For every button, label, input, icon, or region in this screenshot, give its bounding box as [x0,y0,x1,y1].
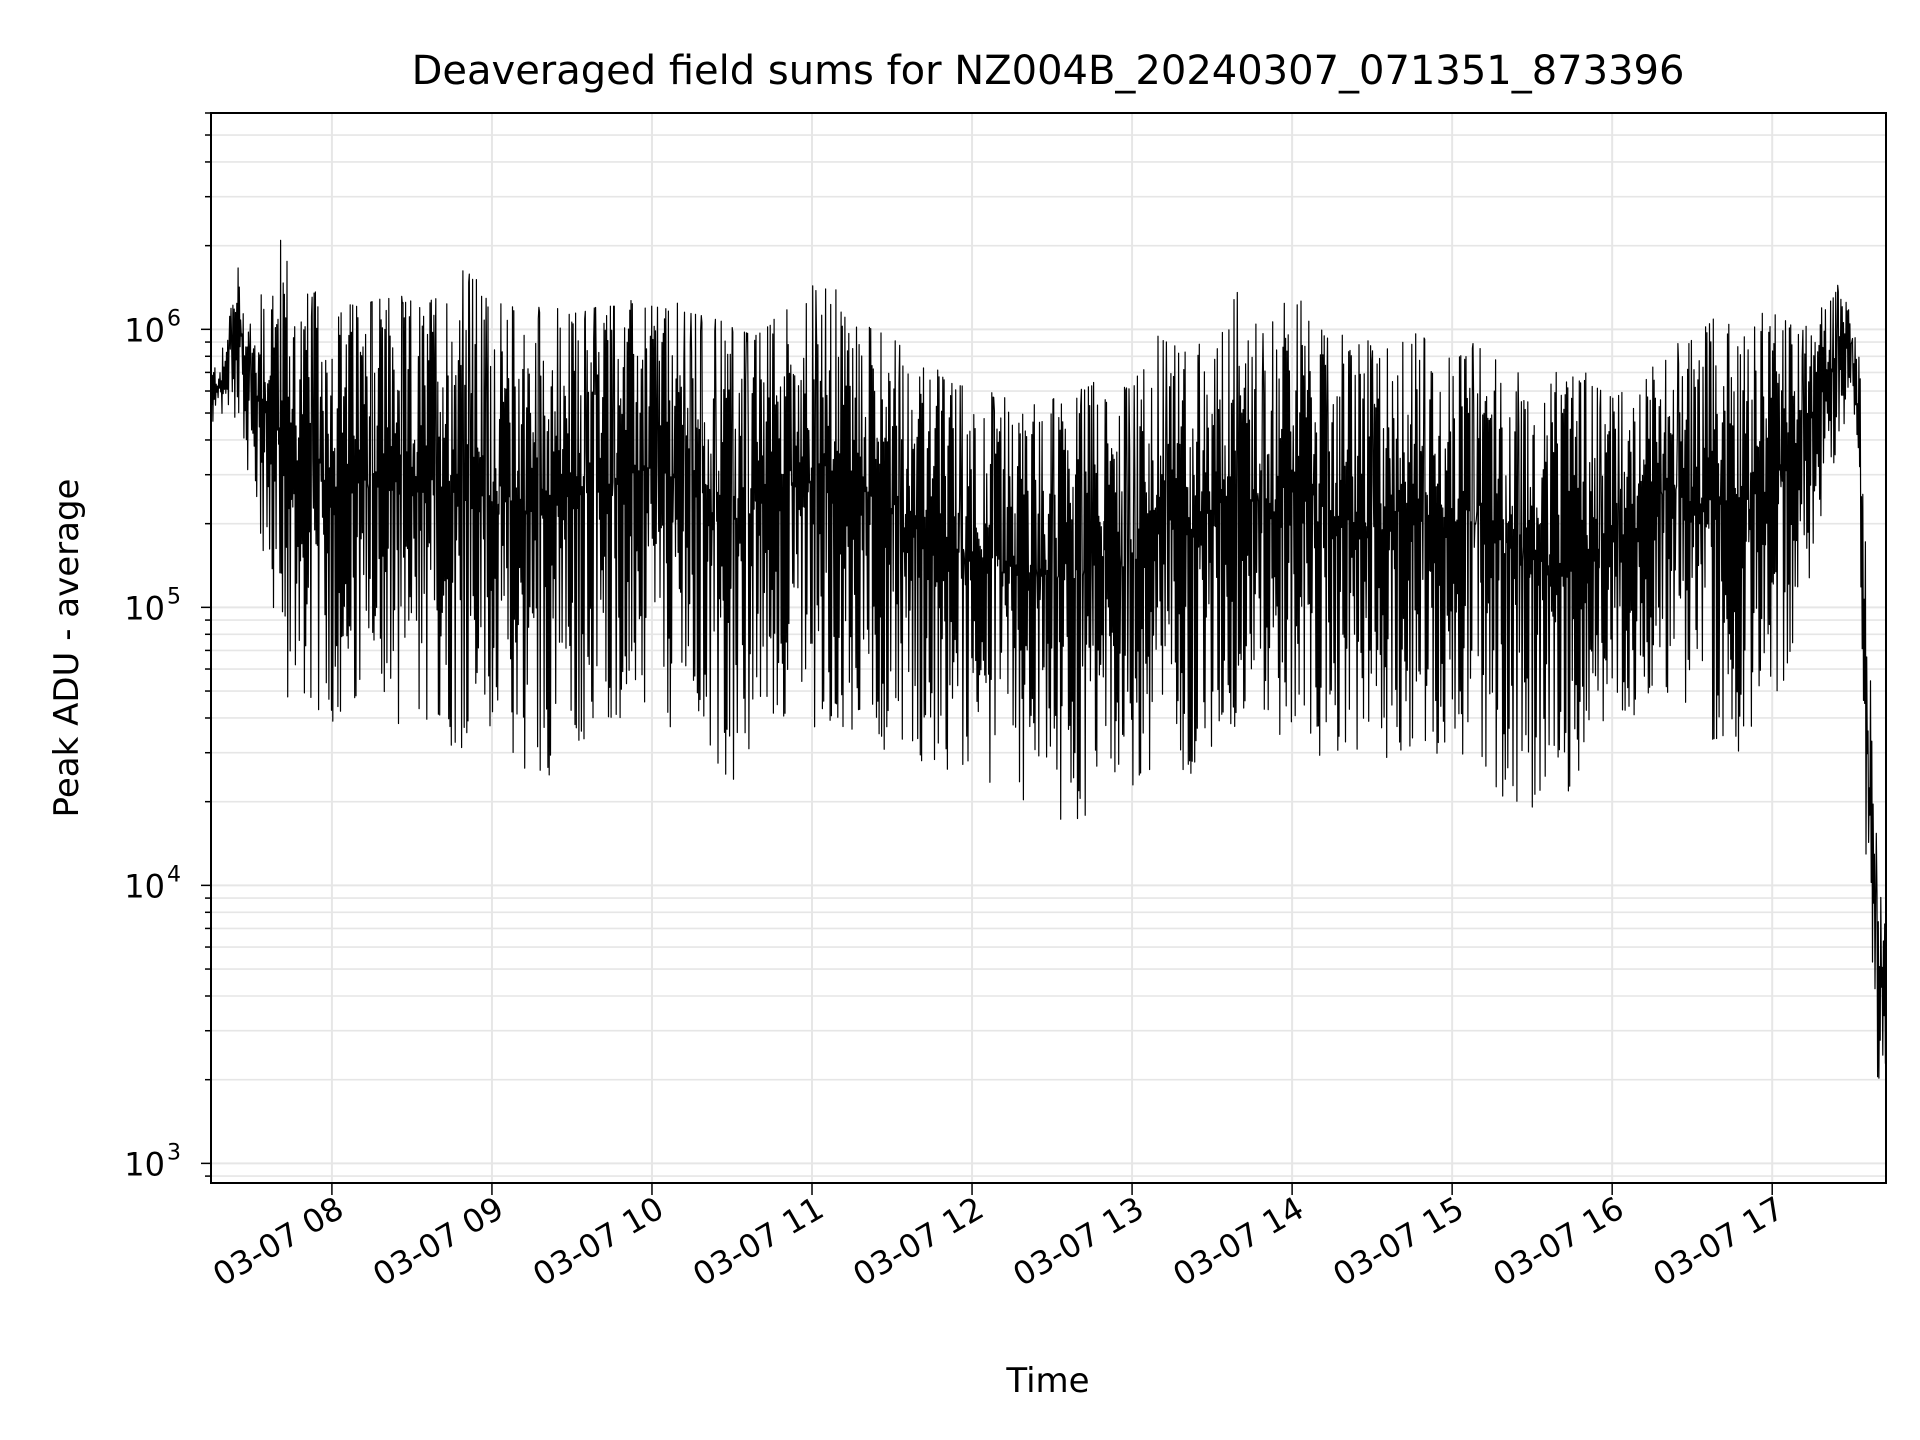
y-tick-exponent: 4 [167,862,181,887]
series-layer [210,239,1887,1079]
y-tick-label: 10 [124,1145,165,1183]
series-line [210,239,1887,1079]
y-tick-exponent: 3 [167,1140,181,1165]
y-tick-label: 10 [124,867,165,905]
y-tick-exponent: 5 [167,584,181,609]
y-tick-label: 10 [124,311,165,349]
y-axis-label: Peak ADU - average [47,479,87,818]
y-tick-exponent: 6 [167,306,181,331]
plot-frame [210,112,1887,1184]
chart-title: Deaveraged field sums for NZ004B_2024030… [412,48,1685,94]
x-axis-label: Time [1005,1361,1089,1401]
y-tick-label: 10 [124,589,165,627]
